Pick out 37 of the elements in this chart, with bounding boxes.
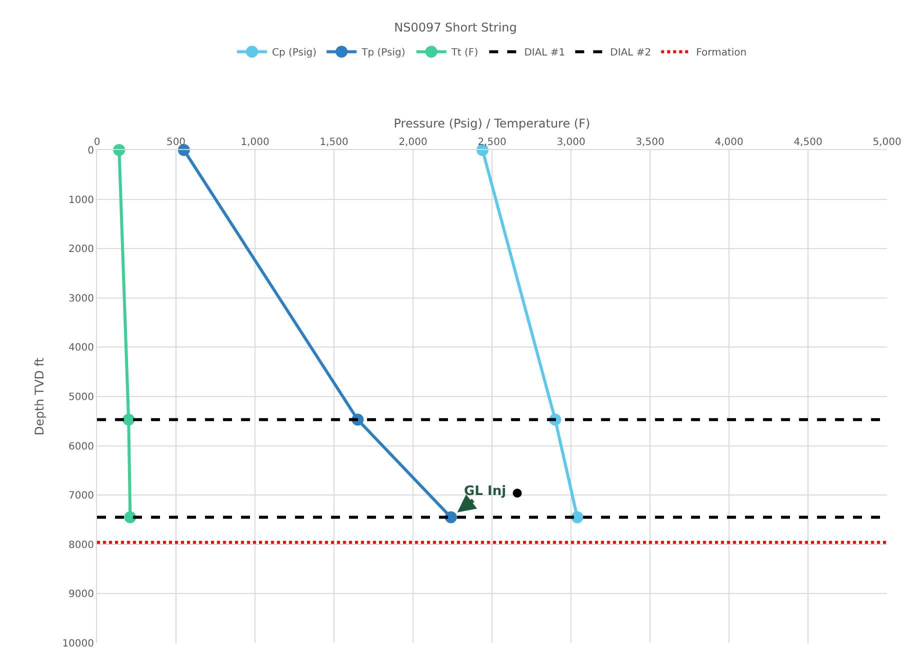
x-tick-label: 5,000 xyxy=(872,137,902,148)
x-tick-label: 1,500 xyxy=(320,137,348,148)
y-tick-label: 8000 xyxy=(68,540,94,551)
x-axis-title: Pressure (Psig) / Temperature (F) xyxy=(394,116,590,130)
chart-title: NS0097 Short String xyxy=(394,20,517,34)
y-tick-label: 9000 xyxy=(68,589,94,600)
y-tick-label: 4000 xyxy=(68,342,94,354)
legend-label: DIAL #2 xyxy=(610,48,652,59)
y-tick-label: 5000 xyxy=(68,392,94,403)
y-axis-title: Depth TVD ft xyxy=(32,357,46,436)
legend-label: Tt (F) xyxy=(450,48,478,59)
x-tick-label: 2,500 xyxy=(478,137,506,148)
legend-label: Tp (Psig) xyxy=(360,48,406,59)
y-tick-label: 1000 xyxy=(68,194,94,206)
x-tick-label: 500 xyxy=(166,137,186,148)
x-tick-label: 1,000 xyxy=(240,137,270,148)
y-tick-label: 2000 xyxy=(68,244,94,256)
y-tick-label: 0 xyxy=(88,146,94,156)
point xyxy=(512,488,522,498)
x-tick-label: 2,000 xyxy=(398,137,428,148)
annotation: GL Inj xyxy=(464,484,506,499)
point xyxy=(444,511,457,524)
point xyxy=(122,414,135,426)
point xyxy=(113,144,126,156)
y-tick-label: 3000 xyxy=(68,293,94,304)
legend-label: DIAL #1 xyxy=(524,48,566,59)
y-tick-label: 7000 xyxy=(68,490,94,502)
x-tick-label: 4,000 xyxy=(714,137,744,148)
x-tick-label: 3,000 xyxy=(556,137,586,148)
legend-label: Cp (Psig) xyxy=(272,48,317,59)
point xyxy=(571,511,584,524)
x-tick-label: 3,500 xyxy=(636,137,664,148)
legend-label: Formation xyxy=(696,48,747,59)
y-tick-label: 10000 xyxy=(62,638,94,650)
point xyxy=(124,511,136,524)
x-tick-label: 4,500 xyxy=(794,137,822,148)
y-tick-label: 6000 xyxy=(68,441,94,452)
